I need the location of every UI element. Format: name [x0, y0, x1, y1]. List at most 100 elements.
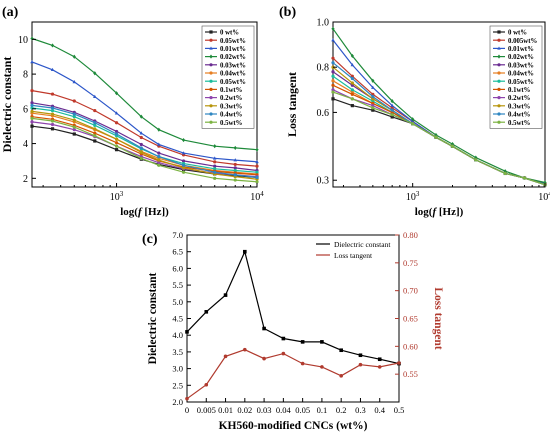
data-point: [397, 361, 401, 365]
legend-label: Dielectric constant: [334, 240, 391, 249]
data-point: [390, 113, 394, 117]
data-point: [93, 127, 97, 131]
legend-marker: [497, 104, 501, 108]
data-point: [371, 101, 375, 105]
data-point: [72, 112, 76, 116]
data-point: [139, 146, 143, 150]
data-point: [358, 362, 363, 367]
data-point: [331, 90, 335, 94]
y-tick-label: 7.0: [172, 230, 183, 240]
data-point: [434, 135, 438, 139]
data-point: [139, 142, 143, 147]
legend-label: 0.2wt%: [508, 95, 531, 102]
legend-marker: [497, 54, 501, 59]
data-point: [72, 128, 76, 132]
data-point: [50, 92, 55, 96]
y-right-tick-label: 0.80: [403, 230, 418, 240]
legend-marker: [209, 46, 213, 50]
data-point: [30, 36, 34, 41]
y-tick-label: 1.0: [317, 18, 330, 29]
data-point: [390, 115, 394, 119]
data-point: [350, 92, 354, 96]
legend-item: 0.05wt%: [493, 79, 534, 86]
legend-marker: [497, 112, 501, 116]
tick-base: 10: [538, 192, 548, 203]
data-point: [350, 76, 354, 81]
data-point: [350, 88, 354, 92]
series-line: [186, 349, 400, 400]
series-10: [30, 103, 259, 180]
data-point: [390, 103, 394, 107]
legend-item: 0.5wt%: [205, 120, 243, 127]
data-point: [181, 166, 186, 170]
y-right-tick-label: 0.65: [403, 314, 418, 324]
legend: Dielectric constant Loss tangent: [316, 240, 391, 260]
legend-item: 0.4wt%: [205, 112, 243, 119]
tick-base: 10: [406, 192, 416, 203]
legend-label: 0.2wt%: [220, 95, 243, 102]
y-axis-label: Dielectric constant: [147, 273, 159, 365]
data-point: [157, 163, 161, 167]
data-point: [114, 148, 119, 152]
x-tick-label: 103: [406, 190, 420, 203]
data-point: [331, 38, 335, 42]
data-point: [331, 70, 335, 74]
y-right-tick-label: 0.75: [403, 258, 418, 268]
data-point: [255, 180, 259, 184]
legend-marker: [209, 63, 213, 67]
series-3: [30, 36, 259, 152]
data-point: [390, 99, 394, 104]
data-point: [157, 161, 161, 165]
data-point: [157, 155, 161, 159]
data-point: [255, 170, 259, 174]
series-1: [185, 347, 401, 401]
data-point: [371, 99, 375, 103]
data-point: [371, 108, 375, 112]
legend: 0 wt%0.005wt%0.01wt%0.02wt%0.03wt% 0.04wt…: [489, 25, 543, 129]
data-point: [139, 114, 143, 119]
x-tick-label: 0.05: [295, 405, 310, 415]
legend-label: 0.05wt%: [220, 38, 246, 45]
data-point: [371, 78, 375, 83]
legend: 0 wt%0.05wt%0.01wt%0.02wt%0.03wt%0.04wt%…: [201, 25, 255, 129]
x-tick-label: 104: [250, 190, 264, 203]
data-point: [371, 97, 375, 101]
data-point: [213, 164, 217, 168]
data-point: [114, 129, 119, 134]
data-point: [114, 121, 119, 125]
data-point: [350, 83, 354, 87]
data-point: [503, 171, 507, 176]
data-point: [281, 336, 286, 341]
data-point: [411, 122, 415, 126]
data-point: [157, 142, 161, 146]
data-point: [139, 131, 144, 135]
series-line: [186, 249, 400, 365]
data-point: [390, 106, 394, 110]
y-tick-label: 10: [18, 35, 28, 46]
legend-item: 0.1wt%: [493, 87, 531, 94]
y-right-axis-label: Loss tangent: [432, 287, 444, 349]
x-axis-label: KH560-modified CNCs (wt%): [219, 420, 368, 432]
data-point: [350, 81, 354, 85]
data-point: [181, 159, 186, 163]
x-tick-label: 0.01: [218, 405, 233, 415]
panel-label: (c): [142, 232, 158, 247]
data-point: [114, 91, 119, 96]
data-point: [331, 83, 335, 87]
legend-item: 0.04wt%: [493, 71, 534, 78]
data-point: [204, 382, 209, 387]
data-point: [233, 168, 237, 173]
y-tick-label: 0.8: [317, 63, 330, 74]
legend-item: 0.3wt%: [205, 103, 243, 110]
data-point: [72, 99, 76, 103]
y-tick-label: 3.0: [172, 364, 183, 374]
data-point: [339, 374, 343, 378]
data-point: [233, 162, 237, 167]
data-point: [213, 144, 217, 149]
data-point: [233, 166, 237, 170]
data-point: [93, 94, 97, 98]
legend-marker: [209, 71, 213, 75]
data-point: [114, 132, 119, 136]
data-point: [233, 145, 237, 151]
series-1: [30, 89, 259, 168]
